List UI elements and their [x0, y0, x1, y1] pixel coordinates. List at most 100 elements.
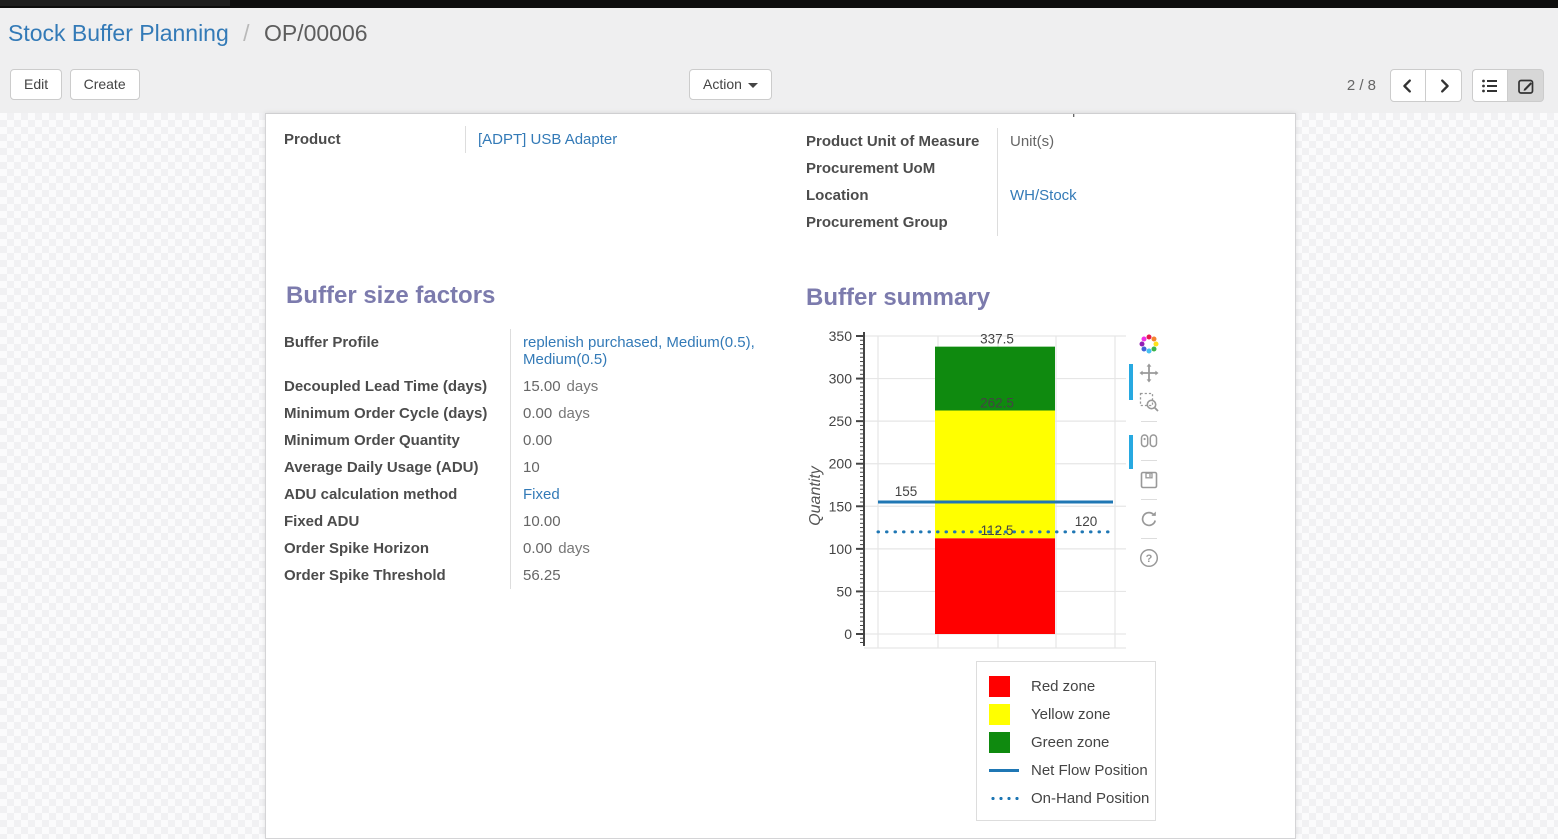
plotly-logo-icon[interactable]	[1136, 331, 1162, 357]
svg-text:150: 150	[829, 498, 853, 514]
pager-buttons	[1390, 69, 1462, 102]
navbar-segment	[0, 0, 230, 6]
field-value[interactable]: WH/Stock	[1010, 187, 1077, 204]
svg-text:100: 100	[829, 541, 853, 557]
legend-item[interactable]: Red zone	[989, 672, 1145, 700]
clipped-text-fragment: p y	[1072, 114, 1112, 123]
field-label: Order Spike Horizon	[284, 535, 511, 562]
action-button[interactable]: Action	[689, 69, 772, 101]
legend-item[interactable]: Net Flow Position	[989, 756, 1148, 784]
legend-label: Green zone	[1031, 733, 1110, 751]
field-value: 0.00 days	[523, 540, 590, 557]
field-label: Product Unit of Measure	[806, 128, 998, 155]
help-icon[interactable]: ?	[1136, 545, 1162, 571]
box-zoom-icon[interactable]	[1136, 389, 1162, 415]
field-row: Procurement UoM	[806, 155, 1286, 182]
field-label: Buffer Profile	[284, 329, 511, 373]
legend-swatch	[989, 768, 1023, 772]
svg-text:?: ?	[1146, 553, 1153, 565]
modebar-separator	[1141, 460, 1157, 461]
create-button[interactable]: Create	[69, 69, 140, 101]
field-label: Minimum Order Quantity	[284, 427, 511, 454]
form-background: p y Product [ADPT] USB Adapter Product Un…	[0, 113, 1558, 839]
field-row: Average Daily Usage (ADU) 10	[284, 454, 789, 481]
pager-and-switcher: 2 / 8	[1347, 69, 1554, 102]
modebar-active-indicator	[1129, 435, 1133, 469]
chevron-left-icon	[1403, 78, 1411, 93]
pager-next-button[interactable]	[1426, 69, 1462, 102]
field-value: 0.00	[523, 432, 553, 449]
field-row: Product Unit of Measure Unit(s)	[806, 128, 1286, 155]
field-label: Fixed ADU	[284, 508, 511, 535]
field-row: Minimum Order Cycle (days) 0.00 days	[284, 400, 789, 427]
field-row: Minimum Order Quantity 0.00	[284, 427, 789, 454]
pan-icon[interactable]	[1136, 360, 1162, 386]
field-value: 10	[523, 459, 540, 476]
list-icon	[1482, 79, 1497, 92]
view-switcher	[1472, 69, 1544, 102]
legend-swatch	[989, 703, 1023, 725]
control-panel-buttons: Edit Create	[10, 69, 143, 101]
field-row: Procurement Group	[806, 209, 1286, 236]
svg-text:300: 300	[829, 371, 853, 387]
field-row: Product [ADPT] USB Adapter	[284, 126, 789, 153]
legend-item[interactable]: Green zone	[989, 728, 1145, 756]
chart-modebar: ?	[1129, 331, 1164, 574]
field-value[interactable]: replenish purchased, Medium(0.5), Medium…	[523, 334, 755, 368]
breadcrumb-parent-link[interactable]: Stock Buffer Planning	[8, 20, 229, 46]
pager-value: 2 / 8	[1346, 77, 1376, 94]
legend-item[interactable]: Yellow zone	[989, 700, 1145, 728]
buffer-summary-heading: Buffer summary	[806, 284, 991, 311]
svg-text:350: 350	[829, 328, 853, 344]
field-value: 15.00 days	[523, 378, 599, 395]
field-label: Decoupled Lead Time (days)	[284, 373, 511, 400]
field-row: Buffer Profile replenish purchased, Mediu…	[284, 329, 789, 373]
field-label: Location	[806, 182, 998, 209]
field-label: Procurement Group	[806, 209, 998, 236]
modebar-separator	[1141, 538, 1157, 539]
field-row: Decoupled Lead Time (days) 15.00 days	[284, 373, 789, 400]
svg-text:112.5: 112.5	[981, 523, 1014, 538]
action-menu: Action	[689, 69, 772, 101]
modebar-separator	[1141, 499, 1157, 500]
save-image-icon[interactable]	[1136, 467, 1162, 493]
breadcrumb-separator: /	[243, 20, 250, 46]
pager-previous-button[interactable]	[1390, 69, 1426, 102]
buffer-size-factors-heading: Buffer size factors	[286, 282, 496, 309]
field-label: ADU calculation method	[284, 481, 511, 508]
svg-text:250: 250	[829, 413, 853, 429]
field-label: Order Spike Threshold	[284, 562, 511, 589]
legend-item[interactable]: On-Hand Position	[989, 784, 1149, 812]
edit-form-icon	[1517, 79, 1533, 94]
modebar-separator	[1141, 421, 1157, 422]
svg-text:200: 200	[829, 456, 853, 472]
field-row: Order Spike Horizon 0.00 days	[284, 535, 789, 562]
svg-text:0: 0	[844, 626, 852, 642]
svg-text:50: 50	[836, 583, 852, 599]
field-value[interactable]: [ADPT] USB Adapter	[478, 131, 618, 148]
svg-text:120: 120	[1075, 514, 1098, 529]
field-row: ADU calculation method Fixed	[284, 481, 789, 508]
edit-button[interactable]: Edit	[10, 69, 63, 101]
field-value	[998, 155, 1010, 182]
field-label: Procurement UoM	[806, 155, 998, 182]
buffer-chart-plot[interactable]: 0 50 100 150 200 250 300 350 337.5 262.5 155 112.5 1…	[804, 326, 1144, 664]
field-value: 0.00 days	[523, 405, 590, 422]
list-view-button[interactable]	[1472, 69, 1508, 102]
form-view-button[interactable]	[1508, 69, 1544, 102]
field-value: Unit(s)	[1010, 133, 1055, 150]
field-unit: days	[566, 378, 599, 395]
field-value[interactable]: Fixed	[523, 486, 560, 503]
form-sheet: p y Product [ADPT] USB Adapter Product Un…	[265, 113, 1296, 839]
field-row: Location WH/Stock	[806, 182, 1286, 209]
legend-label: Red zone	[1031, 677, 1096, 695]
group-main-right: Product Unit of Measure Unit(s) Procuremen…	[806, 128, 1286, 236]
legend-swatch	[989, 796, 1023, 800]
breadcrumb-current: OP/00006	[263, 20, 368, 46]
reset-axes-icon[interactable]	[1136, 506, 1162, 532]
hover-compare-icon[interactable]	[1136, 428, 1162, 454]
chevron-right-icon	[1440, 78, 1449, 93]
svg-text:262.5: 262.5	[980, 396, 1014, 411]
field-value: 10.00	[523, 513, 561, 530]
field-value	[998, 209, 1010, 236]
